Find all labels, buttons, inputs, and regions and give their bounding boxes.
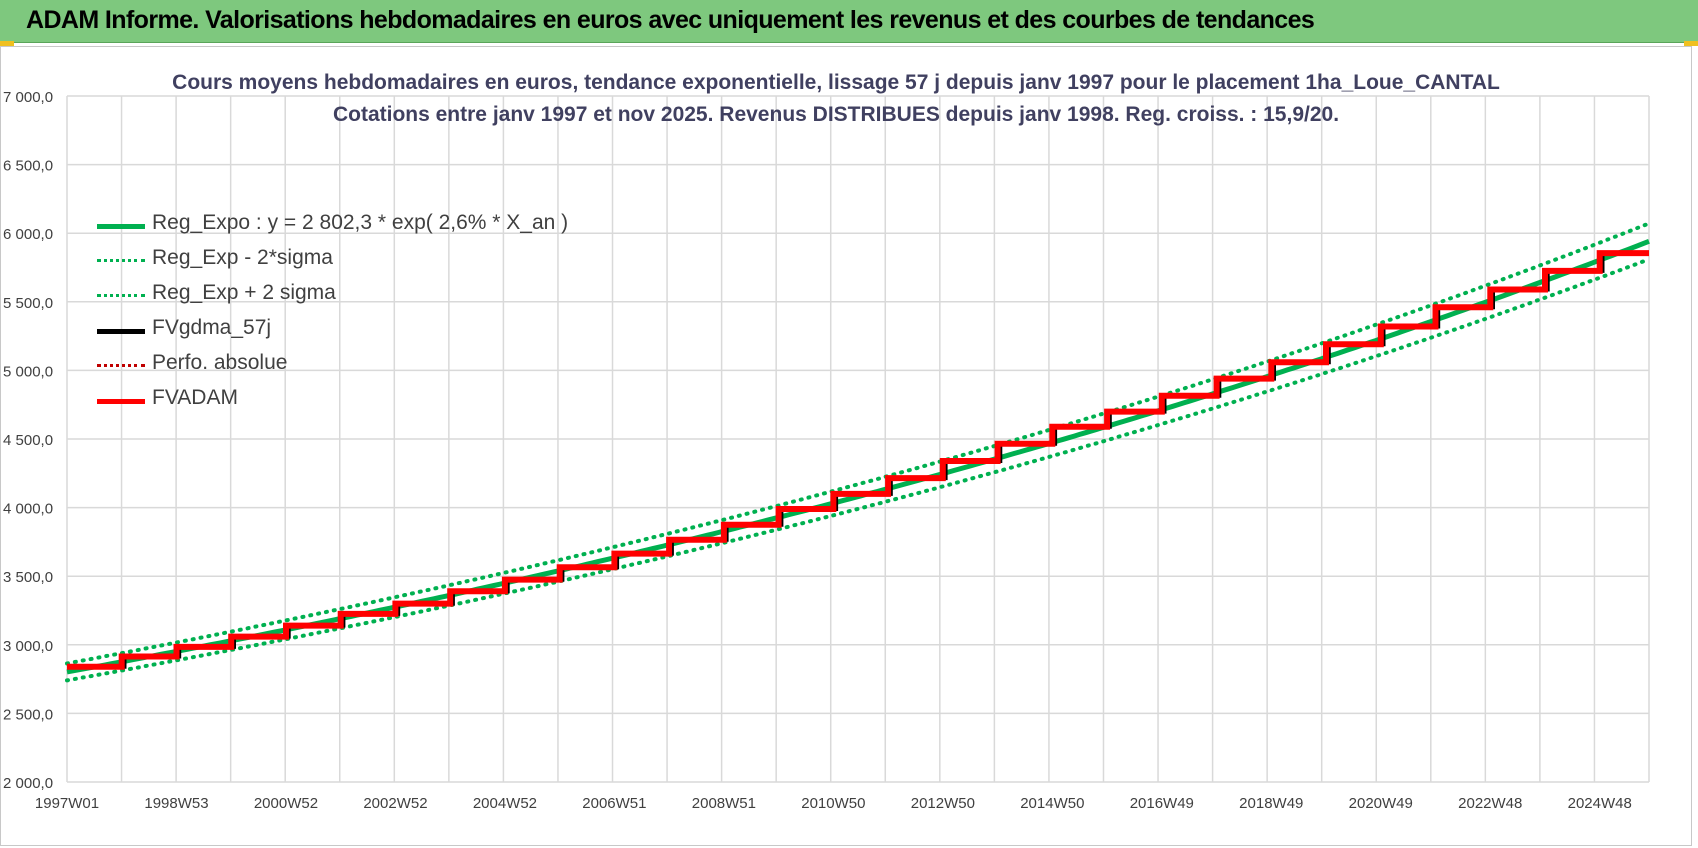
x-tick-label: 2006W51	[582, 795, 646, 812]
legend-swatch	[97, 224, 145, 229]
x-tick-label: 2010W50	[801, 795, 865, 812]
x-tick-label: 2000W52	[254, 795, 318, 812]
legend-label: Reg_Expo : y = 2 802,3 * exp( 2,6% * X_a…	[152, 211, 569, 234]
x-tick-label: 2008W51	[692, 795, 756, 812]
x-tick-label: 2012W50	[911, 795, 975, 812]
y-tick-label: 3 000,0	[3, 638, 53, 655]
legend-swatch	[97, 364, 145, 367]
x-tick-label: 2016W49	[1130, 795, 1194, 812]
x-tick-label: 1997W01	[35, 795, 99, 812]
y-tick-label: 5 000,0	[3, 363, 53, 380]
series-reg-low	[65, 257, 1651, 683]
y-tick-label: 4 500,0	[3, 432, 53, 449]
chart-subtitle: Cotations entre janv 1997 et nov 2025. R…	[332, 103, 1340, 126]
x-tick-label: 2014W50	[1020, 795, 1084, 812]
legend-item: Perfo. absolue	[97, 351, 617, 381]
x-tick-label: 2020W49	[1349, 795, 1413, 812]
series-fvadam	[67, 250, 1649, 670]
report-title: ADAM Informe. Valorisations hebdomadaire…	[26, 6, 1315, 34]
x-tick-label: 1998W53	[144, 795, 208, 812]
y-tick-label: 5 500,0	[3, 295, 53, 312]
legend-label: Perfo. absolue	[152, 351, 288, 374]
x-tick-label: 2002W52	[363, 795, 427, 812]
legend-swatch	[97, 399, 145, 404]
y-tick-label: 4 000,0	[3, 501, 53, 518]
y-tick-label: 2 000,0	[3, 775, 53, 792]
y-tick-label: 6 500,0	[3, 158, 53, 175]
legend-item: FVgdma_57j	[97, 316, 617, 346]
legend-label: Reg_Exp + 2 sigma	[152, 281, 336, 304]
chart-area: 2 000,0 2 500,0 3 000,0 3 500,0 4 000,0 4 500…	[0, 46, 1692, 846]
x-tick-label: 2022W48	[1458, 795, 1522, 812]
legend-item: Reg_Expo : y = 2 802,3 * exp( 2,6% * X_a…	[97, 211, 617, 241]
chart-title: Cours moyens hebdomadaires en euros, ten…	[172, 71, 1500, 94]
frame-corner-marker	[0, 41, 14, 46]
legend-swatch	[97, 329, 145, 334]
x-tick-label: 2018W49	[1239, 795, 1303, 812]
y-tick-label: 7 000,0	[3, 89, 53, 106]
legend-swatch	[97, 294, 145, 297]
x-tick-label: 2024W48	[1568, 795, 1632, 812]
report-banner: ADAM Informe. Valorisations hebdomadaire…	[0, 0, 1698, 43]
legend-label: FVgdma_57j	[152, 316, 272, 339]
y-tick-label: 2 500,0	[3, 706, 53, 723]
legend-swatch	[97, 259, 145, 262]
legend-item: Reg_Exp + 2 sigma	[97, 281, 617, 311]
legend-item: Reg_Exp - 2*sigma	[97, 246, 617, 276]
frame-corner-marker	[1684, 41, 1698, 46]
legend-label: FVADAM	[152, 386, 238, 409]
y-tick-label: 6 000,0	[3, 226, 53, 243]
y-tick-label: 3 500,0	[3, 569, 53, 586]
legend-item: FVADAM	[97, 386, 617, 416]
x-tick-label: 2004W52	[473, 795, 537, 812]
chart-canvas: 2 000,0 2 500,0 3 000,0 3 500,0 4 000,0 4 500…	[3, 89, 1651, 812]
legend-label: Reg_Exp - 2*sigma	[152, 246, 333, 269]
